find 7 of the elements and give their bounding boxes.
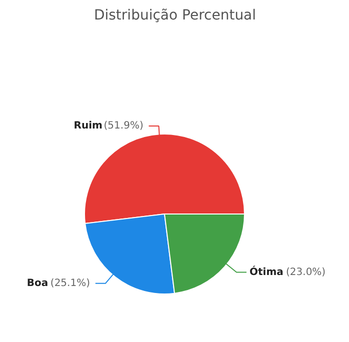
slice-label: Ótima — [250, 264, 284, 278]
data-label: (51.9%) — [104, 120, 144, 132]
slice-label: Ruim — [74, 120, 102, 132]
chart-title: Distribuição Percentual — [94, 8, 256, 24]
data-label: (25.1%) — [50, 278, 90, 289]
data-label: (23.0%) — [286, 266, 326, 278]
slice-label: Boa — [26, 278, 48, 289]
